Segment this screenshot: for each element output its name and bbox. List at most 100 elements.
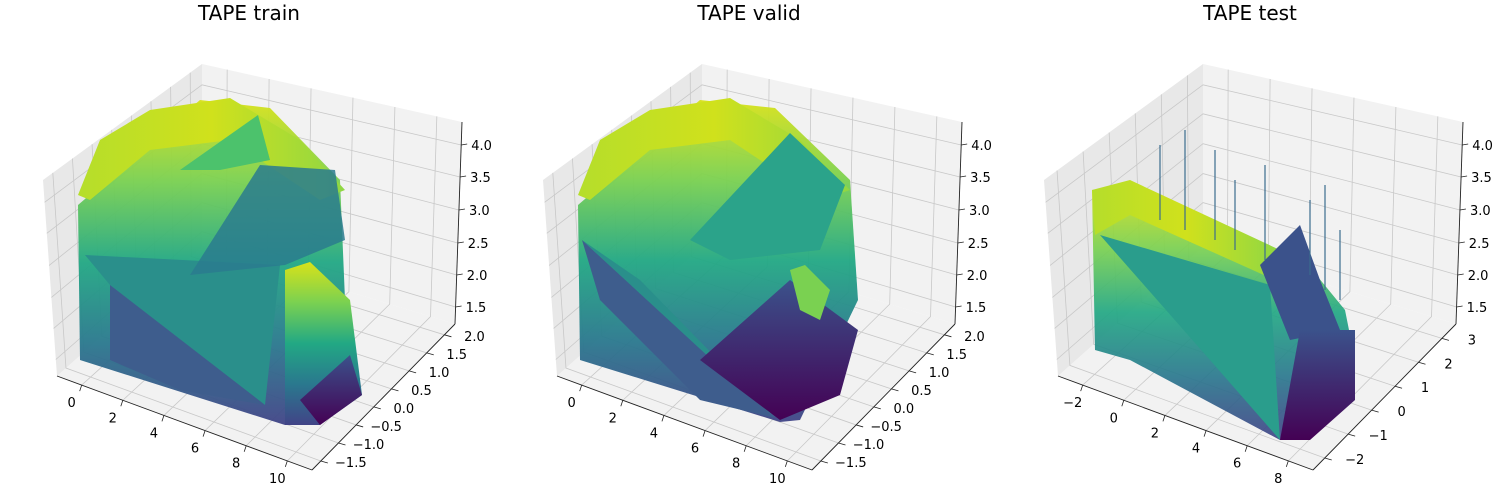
x-tick [702, 430, 706, 437]
x-tick [661, 415, 665, 422]
x-tick [284, 460, 288, 468]
y-tick-label: 0.0 [893, 402, 914, 417]
y-tick [873, 406, 881, 410]
surface-facet [110, 285, 265, 405]
y-tick-label: 0.0 [393, 402, 414, 417]
x-tick [120, 400, 124, 407]
y-tick-label: 0.5 [411, 384, 432, 399]
z-tick [955, 305, 962, 308]
surface-facet [85, 255, 280, 405]
x-tick-label: 2 [1151, 426, 1159, 441]
y-tick-label: −1.5 [335, 456, 367, 471]
z-axis-line [1455, 121, 1464, 325]
z-tick [456, 273, 463, 276]
y-tick-label: 2.0 [464, 330, 485, 345]
x-tick-label: 0 [68, 396, 76, 411]
surface-valley [1280, 330, 1355, 440]
x-tick-label: 4 [650, 426, 658, 441]
z-tick-label: 4.0 [471, 139, 492, 154]
z-axis-line [954, 121, 963, 325]
x-tick-labels: −2 0 2 4 6 8 [1063, 384, 1289, 487]
z-tick-label: 3.5 [1471, 171, 1492, 186]
y-tick-label: 2 [1444, 357, 1452, 372]
y-tick [926, 352, 934, 356]
z-tick-labels: 1.5 2.0 2.5 3.0 3.5 4.0 [955, 139, 992, 316]
surface-facet [1100, 235, 1280, 440]
x-tick-label: 2 [609, 411, 617, 426]
surface-plot [1092, 130, 1355, 440]
y-tick-label: 1.0 [429, 366, 450, 381]
x-tick-label: 4 [1192, 442, 1200, 457]
z-tick-labels: 1.5 2.0 2.5 3.0 3.5 4.0 [1456, 139, 1493, 316]
chart-title: TAPE train [197, 1, 300, 25]
x-tick-label: 8 [232, 457, 240, 472]
y-tick [891, 388, 899, 392]
x-tick-label: 0 [1110, 411, 1118, 426]
subplot-train: TAPE train 0 2 4 6 8 10 −1.5 −1.0 −0.5 0.0 0.5 1.0 1… [43, 1, 492, 487]
subplot-test: TAPE test −202468−2−101231.52.02.53.03.5… [1044, 1, 1493, 487]
surface-plot [78, 98, 362, 425]
x-tick [1203, 430, 1207, 437]
x-tick [1080, 384, 1084, 392]
x-tick-label: 6 [1233, 457, 1241, 472]
y-tick [1418, 361, 1426, 365]
z-tick-label: 1.5 [1467, 301, 1488, 316]
z-tick-label: 4.0 [1472, 139, 1493, 154]
surface-facet [180, 115, 270, 170]
z-tick [1457, 273, 1464, 276]
x-axis-line [556, 375, 813, 471]
surface-spikes [1159, 130, 1341, 300]
z-tick-label: 3.5 [470, 171, 491, 186]
y-tick-label: −1.0 [853, 438, 885, 453]
surface-facet [1260, 225, 1340, 340]
y-tick-label: −2 [1345, 453, 1364, 468]
z-tick-label: 3.0 [1470, 204, 1491, 219]
x-axis-line [1057, 375, 1314, 471]
x-tick-label: 10 [269, 472, 286, 487]
x-tick-label: 8 [732, 457, 740, 472]
y-tick [1371, 409, 1379, 413]
y-axis-line [311, 323, 456, 471]
z-tick-label: 2.0 [1468, 269, 1489, 284]
y-tick [944, 334, 952, 338]
surface-top-ridge [1092, 180, 1280, 280]
x-tick-label: 0 [568, 396, 576, 411]
x-tick-label: 6 [691, 442, 699, 457]
x-tick [1285, 460, 1289, 468]
x-tick [743, 445, 747, 452]
x-tick [784, 460, 788, 468]
surface-facet [690, 133, 845, 260]
z-tick [1456, 305, 1463, 308]
chart-title: TAPE test [1202, 1, 1297, 25]
z-tick-label: 1.5 [466, 301, 487, 316]
z-tick-label: 1.5 [966, 301, 987, 316]
y-tick [856, 424, 864, 428]
z-tick-label: 2.0 [467, 269, 488, 284]
x-tick [1121, 400, 1125, 407]
x-tick-label: 6 [191, 442, 199, 457]
axis-lines [556, 121, 963, 471]
y-tick-labels: −1.5 −1.0 −0.5 0.0 0.5 1.0 1.5 2.0 [320, 330, 485, 471]
surface-top-ridge [78, 98, 345, 200]
y-tick [1348, 433, 1356, 437]
y-axis-line [811, 323, 956, 471]
y-tick-label: −1.0 [353, 438, 385, 453]
y-tick [1324, 457, 1332, 461]
x-tick [1162, 415, 1166, 422]
y-tick [408, 370, 417, 374]
x-tick [243, 445, 247, 452]
z-tick [457, 241, 464, 244]
x-tick-label: 4 [150, 426, 158, 441]
y-tick-label: −1.5 [835, 456, 867, 471]
z-tick-label: 2.5 [1469, 237, 1490, 252]
z-tick [957, 241, 964, 244]
z-tick [960, 175, 967, 178]
z-tick [961, 143, 968, 146]
x-tick [161, 415, 165, 422]
axis-lines [56, 121, 463, 471]
z-tick-labels: 1.5 2.0 2.5 3.0 3.5 4.0 [455, 139, 492, 316]
z-tick-label: 3.5 [970, 171, 991, 186]
y-tick-label: 0.5 [911, 384, 932, 399]
z-tick-label: 2.0 [967, 269, 988, 284]
